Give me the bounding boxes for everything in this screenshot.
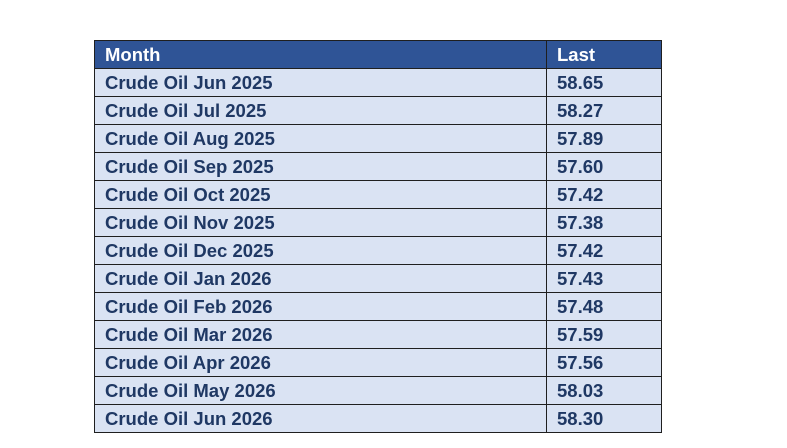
last-price-cell: 57.42 (546, 236, 662, 265)
month-cell: Crude Oil Jul 2025 (94, 96, 547, 125)
month-cell: Crude Oil Jun 2025 (94, 68, 547, 97)
last-price-cell: 57.56 (546, 348, 662, 377)
last-price-cell: 57.60 (546, 152, 662, 181)
table-row: Crude Oil Oct 2025 57.42 (94, 180, 662, 209)
table-row: Crude Oil Nov 2025 57.38 (94, 208, 662, 237)
table-row: Crude Oil Dec 2025 57.42 (94, 236, 662, 265)
table-row: Crude Oil Jan 2026 57.43 (94, 264, 662, 293)
table-row: Crude Oil Jun 2025 58.65 (94, 68, 662, 97)
table-row: Crude Oil Sep 2025 57.60 (94, 152, 662, 181)
month-cell: Crude Oil Mar 2026 (94, 320, 547, 349)
last-price-cell: 58.30 (546, 404, 662, 433)
table-row: Crude Oil Jun 2026 58.30 (94, 404, 662, 433)
table-row: Crude Oil Feb 2026 57.48 (94, 292, 662, 321)
table-row: Crude Oil May 2026 58.03 (94, 376, 662, 405)
month-cell: Crude Oil Oct 2025 (94, 180, 547, 209)
last-price-cell: 58.03 (546, 376, 662, 405)
last-price-cell: 57.43 (546, 264, 662, 293)
table-row: Crude Oil Apr 2026 57.56 (94, 348, 662, 377)
month-cell: Crude Oil Feb 2026 (94, 292, 547, 321)
table-row: Crude Oil Jul 2025 58.27 (94, 96, 662, 125)
month-cell: Crude Oil May 2026 (94, 376, 547, 405)
table-row: Crude Oil Aug 2025 57.89 (94, 124, 662, 153)
last-price-cell: 57.48 (546, 292, 662, 321)
month-cell: Crude Oil Nov 2025 (94, 208, 547, 237)
header-month: Month (94, 40, 547, 69)
table-row: Crude Oil Mar 2026 57.59 (94, 320, 662, 349)
table-header-row: Month Last (94, 40, 662, 69)
month-cell: Crude Oil Jun 2026 (94, 404, 547, 433)
month-cell: Crude Oil Apr 2026 (94, 348, 547, 377)
last-price-cell: 57.42 (546, 180, 662, 209)
month-cell: Crude Oil Aug 2025 (94, 124, 547, 153)
month-cell: Crude Oil Sep 2025 (94, 152, 547, 181)
month-cell: Crude Oil Dec 2025 (94, 236, 547, 265)
futures-table: Month Last Crude Oil Jun 2025 58.65 Crud… (94, 40, 662, 433)
month-cell: Crude Oil Jan 2026 (94, 264, 547, 293)
last-price-cell: 57.38 (546, 208, 662, 237)
last-price-cell: 58.27 (546, 96, 662, 125)
last-price-cell: 57.89 (546, 124, 662, 153)
last-price-cell: 58.65 (546, 68, 662, 97)
last-price-cell: 57.59 (546, 320, 662, 349)
futures-table-container: Month Last Crude Oil Jun 2025 58.65 Crud… (94, 40, 662, 433)
header-last: Last (546, 40, 662, 69)
